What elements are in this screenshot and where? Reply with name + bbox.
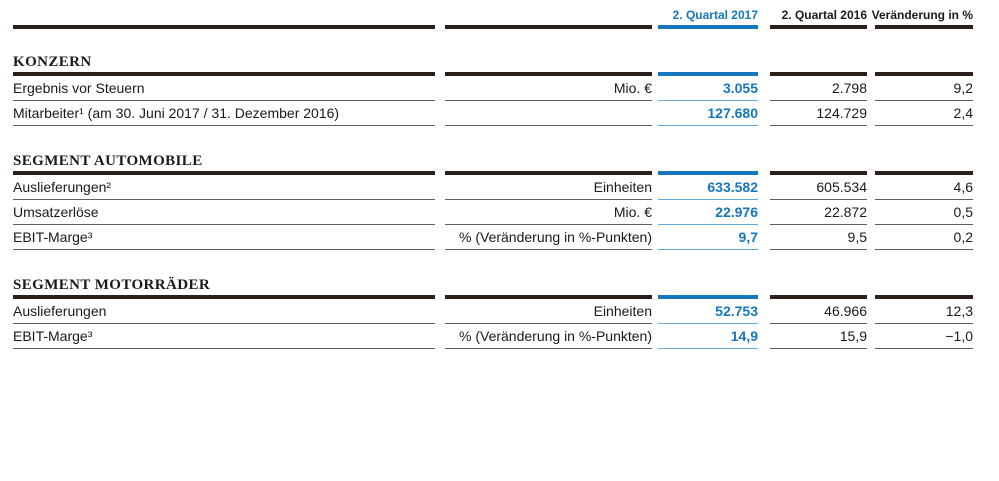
value-q2-2017: 127.680 xyxy=(658,101,758,126)
value-change: 12,3 xyxy=(875,299,973,324)
table-row: Auslieferungen² Einheiten 633.582 605.53… xyxy=(13,175,973,200)
section-title: SEGMENT AUTOMOBILE xyxy=(13,153,203,169)
value-q2-2016: 22.872 xyxy=(770,200,867,225)
value-change: 9,2 xyxy=(875,76,973,101)
value-q2-2016: 605.534 xyxy=(770,175,867,200)
table-row: Mitarbeiter¹ (am 30. Juni 2017 / 31. Dez… xyxy=(13,101,973,126)
row-label: Ergebnis vor Steuern xyxy=(13,76,435,101)
value-q2-2017: 3.055 xyxy=(658,76,758,101)
value-q2-2016: 2.798 xyxy=(770,76,867,101)
table-row: Umsatzerlöse Mio. € 22.976 22.872 0,5 xyxy=(13,200,973,225)
value-q2-2017: 22.976 xyxy=(658,200,758,225)
row-unit xyxy=(445,101,652,126)
value-change: 2,4 xyxy=(875,101,973,126)
row-label: EBIT-Marge³ xyxy=(13,225,435,250)
row-label: Umsatzerlöse xyxy=(13,200,435,225)
row-unit: % (Veränderung in %-Punkten) xyxy=(445,324,652,349)
section-title: SEGMENT MOTORRÄDER xyxy=(13,277,211,293)
value-q2-2017: 633.582 xyxy=(658,175,758,200)
row-label: Mitarbeiter¹ (am 30. Juni 2017 / 31. Dez… xyxy=(13,101,435,126)
section-header-automobile: SEGMENT AUTOMOBILE xyxy=(13,153,973,175)
row-label: EBIT-Marge³ xyxy=(13,324,435,349)
column-header-q2-2016: 2. Quartal 2016 xyxy=(770,0,867,29)
value-q2-2016: 9,5 xyxy=(770,225,867,250)
table-header-row: 2. Quartal 2017 2. Quartal 2016 Veränder… xyxy=(13,0,973,29)
row-unit: Einheiten xyxy=(445,299,652,324)
header-label-column-bar xyxy=(13,0,435,29)
value-q2-2017: 52.753 xyxy=(658,299,758,324)
value-q2-2017: 14,9 xyxy=(658,324,758,349)
row-unit: % (Veränderung in %-Punkten) xyxy=(445,225,652,250)
table-row: Auslieferungen Einheiten 52.753 46.966 1… xyxy=(13,299,973,324)
row-unit: Mio. € xyxy=(445,200,652,225)
table-row: Ergebnis vor Steuern Mio. € 3.055 2.798 … xyxy=(13,76,973,101)
header-unit-column-bar xyxy=(445,0,652,29)
value-q2-2016: 124.729 xyxy=(770,101,867,126)
row-unit: Mio. € xyxy=(445,76,652,101)
table-row: EBIT-Marge³ % (Veränderung in %-Punkten)… xyxy=(13,324,973,349)
table-row: EBIT-Marge³ % (Veränderung in %-Punkten)… xyxy=(13,225,973,250)
value-change: 0,2 xyxy=(875,225,973,250)
value-q2-2017: 9,7 xyxy=(658,225,758,250)
section-header-konzern: KONZERN xyxy=(13,54,973,76)
row-unit: Einheiten xyxy=(445,175,652,200)
value-q2-2016: 46.966 xyxy=(770,299,867,324)
quarterly-report-table: 2. Quartal 2017 2. Quartal 2016 Veränder… xyxy=(13,0,973,349)
column-header-change-percent: Veränderung in % xyxy=(872,0,973,29)
row-label: Auslieferungen xyxy=(13,299,435,324)
value-change: −1,0 xyxy=(875,324,973,349)
value-change: 4,6 xyxy=(875,175,973,200)
value-q2-2016: 15,9 xyxy=(770,324,867,349)
value-change: 0,5 xyxy=(875,200,973,225)
column-header-q2-2017: 2. Quartal 2017 xyxy=(658,0,758,29)
row-label: Auslieferungen² xyxy=(13,175,435,200)
section-title: KONZERN xyxy=(13,54,92,70)
section-header-motorraeder: SEGMENT MOTORRÄDER xyxy=(13,277,973,299)
